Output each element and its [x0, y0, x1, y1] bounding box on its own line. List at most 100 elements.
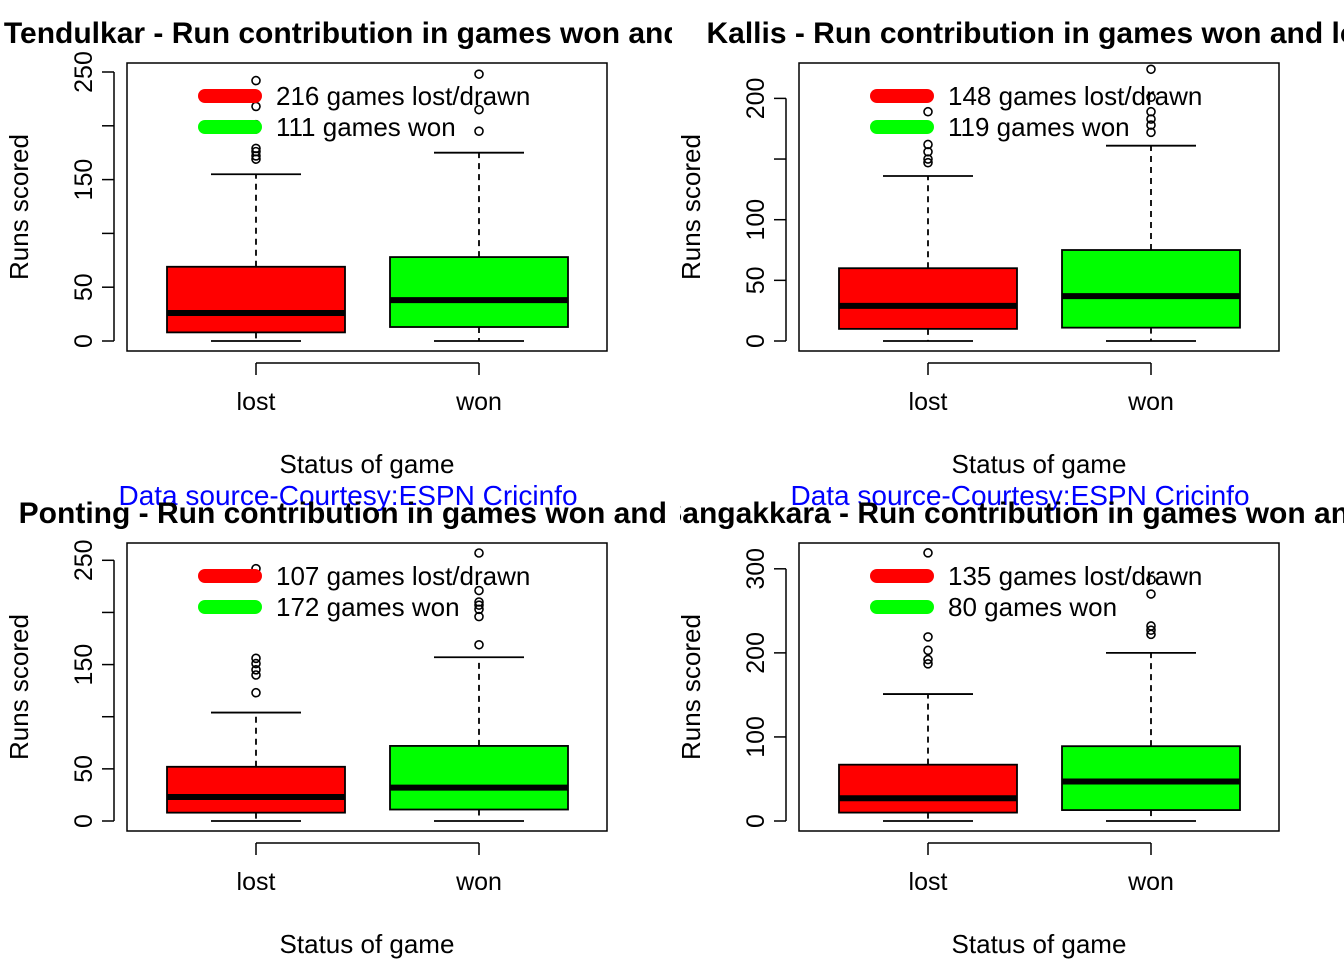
box-iqr — [1061, 249, 1241, 329]
outlier-point — [251, 670, 261, 680]
x-tick-label: lost — [909, 388, 948, 416]
boxplot-panel-4: 0 100 200 300 lost won Status of game Runs scor… — [676, 542, 1280, 959]
outlier-point — [923, 632, 933, 642]
boxplot-panel-3: 0 50 150 250 lost won Status of game Runs score… — [4, 480, 608, 959]
y-tick-label: 0 — [742, 334, 770, 348]
box-iqr — [389, 256, 569, 328]
outlier-point — [474, 639, 484, 650]
y-axis-label: Runs scored — [676, 134, 706, 280]
box-lost — [166, 563, 346, 822]
x-axis-label: Status of game — [952, 929, 1127, 959]
y-axis-label: Runs scored — [4, 614, 34, 760]
y-tick-label: 200 — [742, 632, 770, 674]
x-tick-label: lost — [237, 388, 276, 416]
box-won — [389, 548, 569, 822]
data-source-note: Data source-Courtesy:ESPN Cricinfo — [118, 480, 577, 511]
legend-label: 172 games won — [276, 592, 460, 622]
box-iqr — [838, 763, 1018, 814]
y-tick-label: 200 — [742, 78, 770, 120]
outlier-point — [474, 548, 484, 558]
outlier-point — [251, 687, 261, 698]
box-won — [1061, 574, 1241, 822]
x-tick-label: lost — [237, 868, 276, 896]
outlier-point — [1146, 120, 1156, 130]
outlier-point — [1146, 106, 1156, 117]
outlier-point — [1146, 589, 1156, 599]
y-axis-label: Runs scored — [4, 134, 34, 280]
x-axis-label: Status of game — [952, 449, 1127, 479]
legend-label: 135 games lost/drawn — [948, 561, 1202, 591]
boxplot-panel-2: 0 50 100 200 lost won Status of game Runs score… — [676, 62, 1280, 511]
outlier-point — [1146, 64, 1156, 75]
box-won — [389, 69, 569, 342]
outlier-point — [923, 157, 933, 168]
box-won — [1061, 64, 1241, 342]
outlier-point — [251, 658, 261, 669]
x-tick-label: won — [1127, 388, 1174, 416]
y-tick-label: 100 — [742, 199, 770, 241]
y-tick-label: 150 — [70, 644, 98, 686]
outlier-point — [474, 126, 484, 136]
outlier-point — [474, 69, 484, 79]
y-tick-label: 250 — [70, 51, 98, 93]
outlier-point — [251, 143, 261, 154]
legend-label: 148 games lost/drawn — [948, 81, 1202, 111]
legend-label: 111 games won — [276, 112, 456, 142]
outlier-point — [251, 75, 261, 86]
data-source-note: Data source-Courtesy:ESPN Cricinfo — [790, 480, 1249, 511]
box-lost — [838, 548, 1018, 822]
outlier-point — [474, 585, 484, 596]
outlier-point — [251, 146, 261, 157]
x-axis-label: Status of game — [280, 929, 455, 959]
outlier-point — [251, 101, 261, 112]
plot-frame — [126, 62, 608, 352]
outlier-point — [923, 139, 933, 150]
legend-label: 80 games won — [948, 592, 1117, 622]
outlier-point — [474, 600, 484, 610]
box-iqr — [838, 267, 1018, 330]
chart-title: Tendulkar - Run contribution in games wo… — [4, 17, 840, 50]
x-tick-label: lost — [909, 868, 948, 896]
plot-frame — [126, 542, 608, 832]
y-axis-label: Runs scored — [676, 614, 706, 760]
x-tick-label: won — [455, 868, 502, 896]
outlier-point — [1146, 621, 1156, 631]
plot-frame — [798, 62, 1280, 352]
boxplot-panel-1: 0 50 150 250 lost won Status of game Runs score… — [4, 51, 608, 479]
outlier-point — [923, 654, 933, 665]
outlier-point — [923, 645, 933, 656]
x-tick-label: won — [1127, 868, 1174, 896]
y-tick-label: 150 — [70, 159, 98, 201]
legend-label: 216 games lost/drawn — [276, 81, 530, 111]
legend-label: 107 games lost/drawn — [276, 561, 530, 591]
y-tick-label: 50 — [70, 273, 98, 301]
y-tick-label: 0 — [742, 814, 770, 828]
outlier-point — [923, 548, 933, 558]
x-axis-label: Status of game — [280, 449, 455, 479]
y-tick-label: 50 — [742, 266, 770, 294]
outlier-point — [1146, 625, 1156, 635]
plot-frame — [798, 542, 1280, 832]
y-tick-label: 0 — [70, 814, 98, 828]
outlier-point — [251, 653, 261, 664]
y-tick-label: 0 — [70, 334, 98, 348]
chart-title: Kallis - Run contribution in games won a… — [706, 17, 1344, 50]
y-tick-label: 100 — [742, 716, 770, 758]
box-iqr — [389, 745, 569, 811]
outlier-point — [251, 664, 261, 675]
legend-label: 119 games won — [948, 112, 1130, 142]
chart-title: Ponting - Run contribution in games won … — [19, 497, 826, 530]
outlier-point — [474, 104, 484, 115]
box-iqr — [1061, 745, 1241, 811]
box-lost — [166, 75, 346, 342]
box-lost — [838, 106, 1018, 342]
outlier-point — [474, 597, 484, 607]
x-tick-label: won — [455, 388, 502, 416]
outlier-point — [1146, 92, 1156, 102]
y-tick-label: 300 — [742, 548, 770, 590]
y-tick-label: 250 — [70, 539, 98, 581]
y-tick-label: 50 — [70, 755, 98, 783]
chart-title: Sangakkara - Run contribution in games w… — [662, 497, 1344, 530]
box-iqr — [166, 765, 346, 814]
